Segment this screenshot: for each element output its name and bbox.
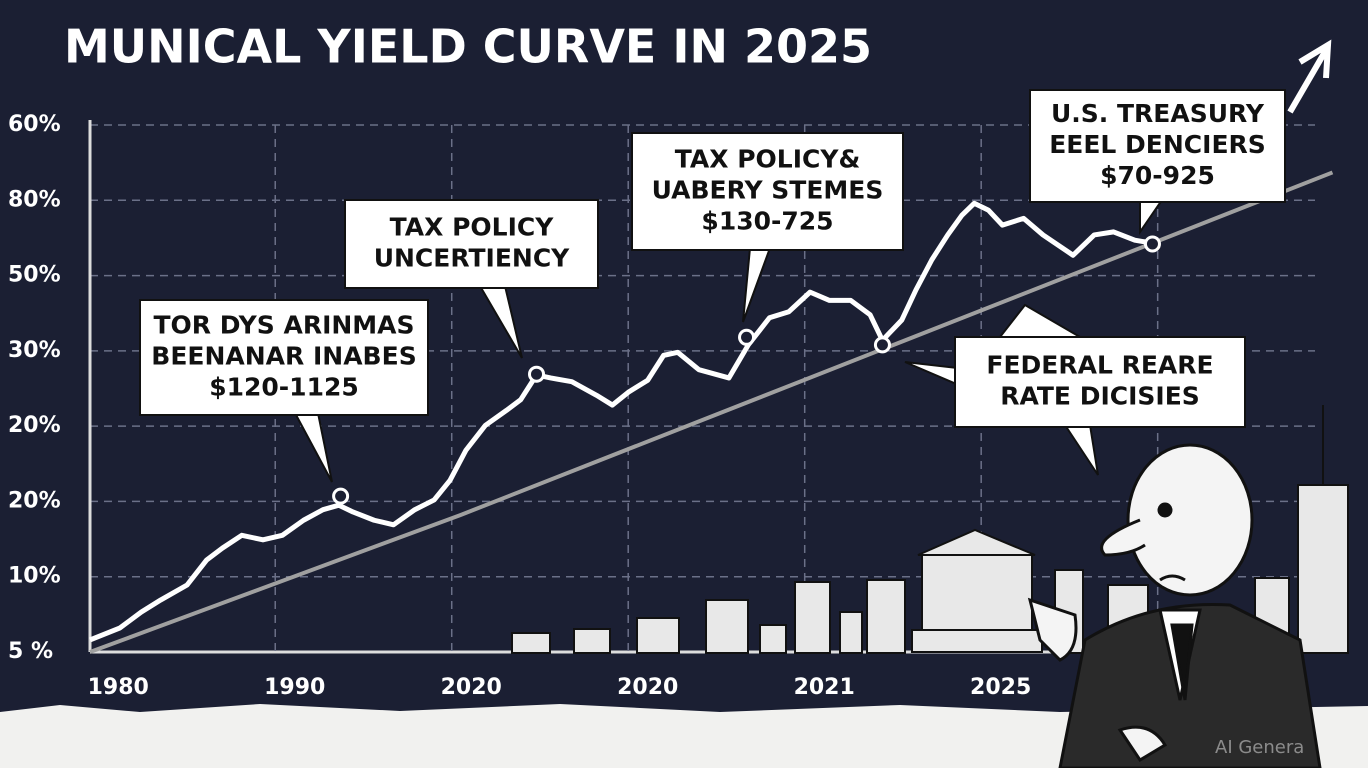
callout-text: UNCERTIENCY (374, 244, 570, 273)
callout-box (139, 299, 429, 416)
callout-box (954, 336, 1246, 428)
trend-arrow (1287, 39, 1332, 114)
watermark: AI Genera (1215, 737, 1304, 758)
point-marker (873, 336, 891, 354)
grid: 5 % 10% 20% 20% 30% 50% 80% 60% 1980 1990 2020 2020… (8, 112, 1315, 700)
y-tick-label: 20% (8, 488, 61, 513)
callout-text: $120-1125 (209, 373, 359, 402)
x-tick-label: 2020 (441, 675, 502, 700)
point-marker (1143, 235, 1161, 253)
skyline (511, 405, 1349, 654)
callout-text: RATE DICISIES (1000, 382, 1200, 411)
callout: TAX POLICY&UABERY STEMES$130-725 (631, 132, 904, 323)
y-tick-label: 80% (8, 187, 61, 212)
callout-text: EEEL DENCIERS (1049, 130, 1266, 159)
y-tick-label: 30% (8, 338, 61, 363)
callout-text: FEDERAL REARE (986, 351, 1213, 380)
series-line (89, 200, 1153, 643)
x-tick-label: 2021 (794, 675, 855, 700)
cartoon-man (1027, 443, 1322, 768)
callout-box (631, 132, 904, 251)
callout-text: UABERY STEMES (652, 176, 884, 205)
x-tick-label: 2020 (617, 675, 678, 700)
callout-text: $130-725 (701, 207, 833, 236)
chart-title: MUNICAL YIELD CURVE IN 2025 (64, 20, 872, 74)
y-tick-label: 60% (8, 112, 61, 137)
ground (0, 704, 1368, 768)
callout-text: TAX POLICY& (675, 145, 861, 174)
callout-box (344, 199, 599, 289)
plot-area (89, 170, 1334, 654)
callout-text: $70-925 (1100, 161, 1215, 190)
x-tick-label: 1980 (88, 675, 149, 700)
point-marker (332, 487, 350, 505)
y-tick-label: 50% (8, 263, 61, 288)
x-tick-label: 2025 (970, 675, 1031, 700)
y-tick-label: 5 % (8, 639, 53, 664)
callout-text: TAX POLICY (390, 213, 555, 242)
x-tick-label: 1990 (264, 675, 325, 700)
callout-text: BEENANAR INABES (151, 342, 416, 371)
callout-text: TOR DYS ARINMAS (153, 311, 414, 340)
series-line (89, 170, 1334, 654)
y-tick-label: 20% (8, 413, 61, 438)
y-tick-label: 10% (8, 564, 61, 589)
point-marker (528, 365, 546, 383)
callout-text: U.S. TREASURY (1051, 99, 1265, 128)
callout-box (1029, 89, 1286, 203)
point-marker (738, 328, 756, 346)
